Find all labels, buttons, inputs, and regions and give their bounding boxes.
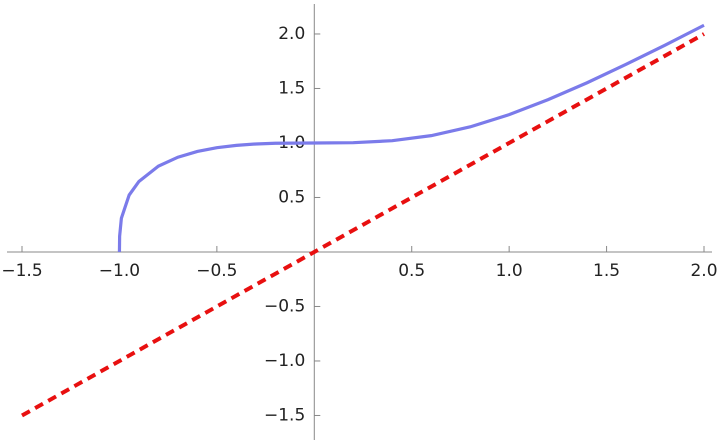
y-tick-label: 1.5 — [278, 78, 305, 98]
y-tick-label: −1.0 — [264, 351, 305, 371]
y-tick-label: 0.5 — [278, 187, 305, 207]
x-tick-label: 0.5 — [398, 261, 425, 281]
line-series — [117, 23, 705, 252]
x-tick-label: 2.0 — [690, 261, 717, 281]
line-series — [21, 32, 705, 418]
x-tick-label: −0.5 — [196, 261, 237, 281]
x-tick-label: −1.5 — [1, 261, 42, 281]
y-tick-label: 2.0 — [278, 24, 305, 44]
x-tick-label: 1.5 — [593, 261, 620, 281]
y-tick-label: −1.5 — [264, 405, 305, 425]
x-tick-label: 1.0 — [496, 261, 523, 281]
y-tick-label: −0.5 — [264, 296, 305, 316]
x-tick-label: −1.0 — [99, 261, 140, 281]
